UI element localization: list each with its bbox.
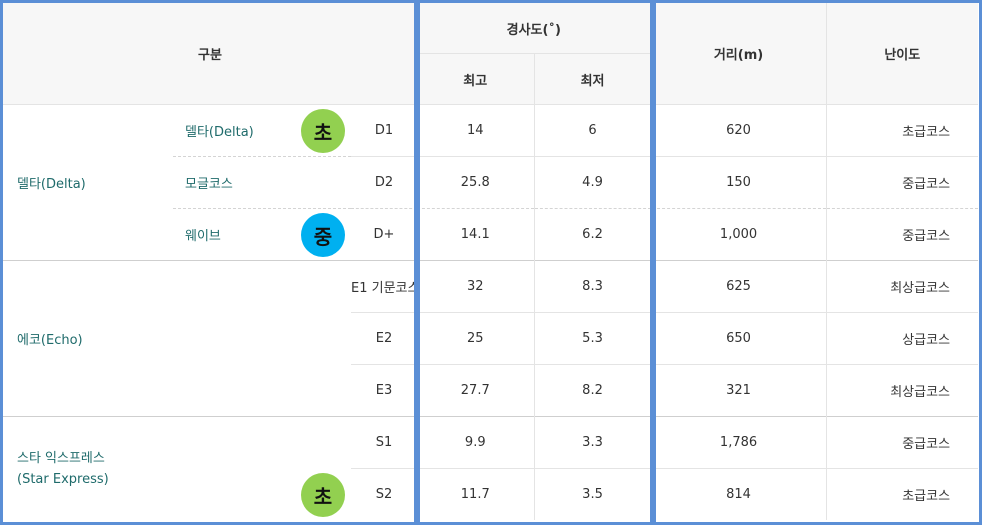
course-code: S1	[351, 416, 418, 469]
course-code: D+ 중	[301, 208, 418, 261]
table-row: 에코(Echo) E1 기문코스 32 8.3 625 최상급코스	[3, 260, 979, 417]
course-code-text: S2	[375, 487, 393, 502]
table-row: E2 25 5.3 650 상급코스	[3, 312, 979, 365]
header-slope-min: 최저	[533, 53, 652, 105]
beginner-badge: 초	[301, 109, 345, 153]
header-category: 구분	[3, 3, 418, 105]
difficulty-cell: 중급코스	[825, 416, 979, 469]
slope-min-cell: 5.3	[533, 312, 652, 365]
distance-cell: 625	[650, 260, 827, 313]
table-row: 모글코스 D2 25.8 4.9 150 중급코스	[3, 156, 979, 209]
group-label-star-express: 스타 익스프레스 (Star Express)	[3, 416, 351, 520]
course-code: D2	[351, 156, 418, 209]
slope-info-table: 구분 경사도(˚) 거리(m) 난이도 최고 최저 델타(Delta) 델타(D…	[3, 3, 979, 520]
header-slope: 경사도(˚)	[417, 3, 652, 54]
course-code: E2	[351, 312, 418, 365]
distance-cell: 650	[650, 312, 827, 365]
subgroup-label: 모글코스	[173, 156, 351, 209]
slope-min-cell: 3.3	[533, 416, 652, 469]
difficulty-cell: 최상급코스	[825, 260, 979, 313]
slope-max-cell: 14.1	[417, 208, 535, 261]
difficulty-cell: 최상급코스	[825, 364, 979, 417]
difficulty-cell: 상급코스	[825, 312, 979, 365]
slope-max-cell: 11.7	[417, 468, 535, 520]
header-slope-max: 최고	[417, 53, 535, 105]
group-label-delta: 델타(Delta)	[3, 104, 173, 261]
course-code: E3	[351, 364, 418, 417]
slope-max-cell: 27.7	[417, 364, 535, 417]
slope-max-cell: 32	[417, 260, 535, 313]
slope-max-cell: 25.8	[417, 156, 535, 209]
group-label-line: 스타 익스프레스	[17, 450, 105, 466]
course-code: E1 기문코스	[351, 260, 419, 313]
distance-cell: 1,786	[650, 416, 827, 469]
group-label-line: (Star Express)	[17, 471, 109, 487]
difficulty-cell: 중급코스	[825, 156, 979, 209]
intermediate-badge: 중	[301, 213, 345, 257]
group-label-echo: 에코(Echo)	[3, 260, 351, 417]
table-row: 델타(Delta) 델타(Delta) D1 초 14 6 620 초급코스	[3, 104, 979, 261]
slope-min-cell: 8.2	[533, 364, 652, 417]
table-row: E3 27.7 8.2 321 최상급코스	[3, 364, 979, 417]
course-code: S2 초	[301, 468, 418, 520]
distance-cell: 814	[650, 468, 827, 520]
course-code: D1 초	[301, 104, 418, 157]
distance-cell: 1,000	[650, 208, 827, 261]
slope-max-cell: 9.9	[417, 416, 535, 469]
difficulty-cell: 초급코스	[825, 468, 979, 520]
course-code-text: D+	[373, 227, 395, 242]
slope-min-cell: 3.5	[533, 468, 652, 520]
header-difficulty: 난이도	[825, 3, 979, 105]
table-row: 스타 익스프레스 (Star Express) S1 9.9 3.3 1,786…	[3, 416, 979, 520]
slope-min-cell: 8.3	[533, 260, 652, 313]
table-row: 웨이브 D+ 중 14.1 6.2 1,000 중급코스	[3, 208, 979, 261]
slope-max-cell: 14	[417, 104, 535, 157]
distance-cell: 620	[650, 104, 827, 157]
distance-cell: 321	[650, 364, 827, 417]
slope-min-cell: 6.2	[533, 208, 652, 261]
table-row: S2 초 11.7 3.5 814 초급코스	[3, 468, 979, 520]
header-distance: 거리(m)	[650, 3, 827, 105]
difficulty-cell: 중급코스	[825, 208, 979, 261]
slope-max-cell: 25	[417, 312, 535, 365]
difficulty-cell: 초급코스	[825, 104, 979, 157]
slope-min-cell: 6	[533, 104, 652, 157]
distance-cell: 150	[650, 156, 827, 209]
beginner-badge: 초	[301, 473, 345, 517]
course-code-text: D1	[374, 123, 394, 138]
slope-min-cell: 4.9	[533, 156, 652, 209]
